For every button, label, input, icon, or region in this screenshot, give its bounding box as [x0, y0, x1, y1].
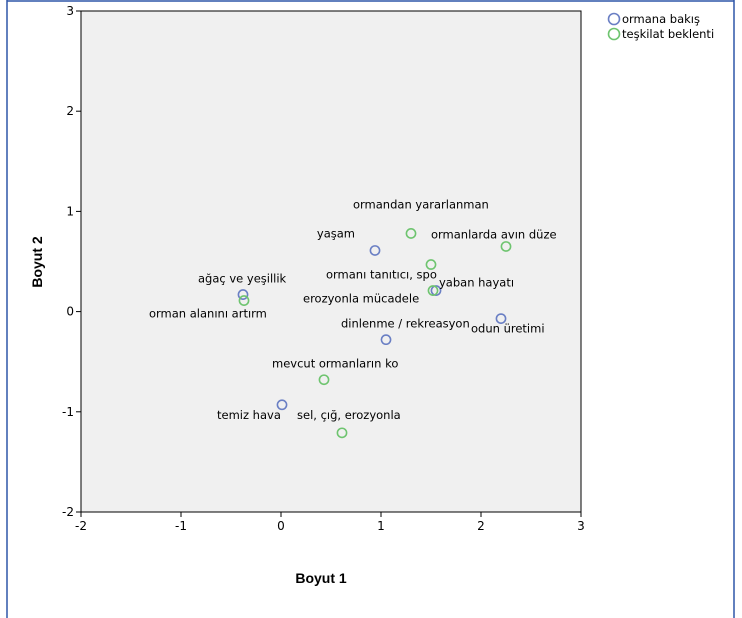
y-tick-label: 0 [66, 305, 74, 319]
y-tick-label: 3 [66, 4, 74, 18]
point-marker [369, 245, 381, 256]
point-marker [276, 399, 288, 411]
point-label: sel, çığ, erozyonla [297, 408, 401, 422]
plot-area [80, 10, 582, 513]
point-label: temiz hava [217, 408, 281, 422]
point-label: ağaç ve yeşillik [198, 272, 287, 286]
y-tick-label: 1 [66, 204, 74, 218]
data-points: yaşam yaban hayatı ağaç ve yeşillik odun ür… [149, 197, 557, 439]
x-tick-label: 0 [277, 519, 285, 533]
point-marker [380, 334, 392, 346]
point-marker [318, 374, 330, 386]
legend-marker [607, 27, 621, 41]
y-axis-title: Boyut 2 [29, 236, 45, 288]
point-label: ormanı tanıtıcı, spo [326, 268, 437, 282]
x-tick-label: 1 [377, 519, 385, 533]
point-label: dinlenme / rekreasyon [341, 317, 470, 331]
point-marker [405, 228, 417, 239]
legend-marker [607, 12, 621, 26]
point-marker [238, 295, 250, 306]
x-tick-label: 3 [577, 519, 585, 533]
point-label: mevcut ormanların ko [272, 357, 398, 371]
point-marker [430, 285, 442, 296]
x-tick-label: 2 [477, 519, 485, 533]
y-tick-label: -1 [62, 405, 74, 419]
legend-entry: teşkilat beklenti [622, 27, 714, 41]
x-axis-title: Boyut 1 [295, 570, 347, 586]
point-label: ormandan yararlanman [353, 197, 489, 211]
point-label: odun üretimi [471, 322, 545, 336]
point-label: erozyonla mücadele [303, 292, 419, 306]
point-marker [237, 289, 249, 300]
y-tick-label: -2 [62, 505, 74, 519]
point-label: yaban hayatı [439, 276, 514, 290]
x-tick-label: -2 [75, 519, 87, 533]
axis-ticks: -2 -1 0 1 2 3 -2 -1 0 1 2 3 [62, 4, 585, 533]
point-marker [500, 241, 512, 252]
point-marker [336, 427, 348, 439]
y-tick-label: 2 [66, 104, 74, 118]
point-marker [427, 285, 439, 296]
point-label: ormanlarda avın düze [431, 227, 557, 241]
point-label: yaşam [317, 226, 355, 240]
x-tick-label: -1 [175, 519, 187, 533]
point-label: orman alanını artırm [149, 307, 267, 321]
point-marker [425, 259, 437, 270]
legend-entry: ormana bakış [622, 12, 700, 26]
point-marker [495, 313, 507, 325]
